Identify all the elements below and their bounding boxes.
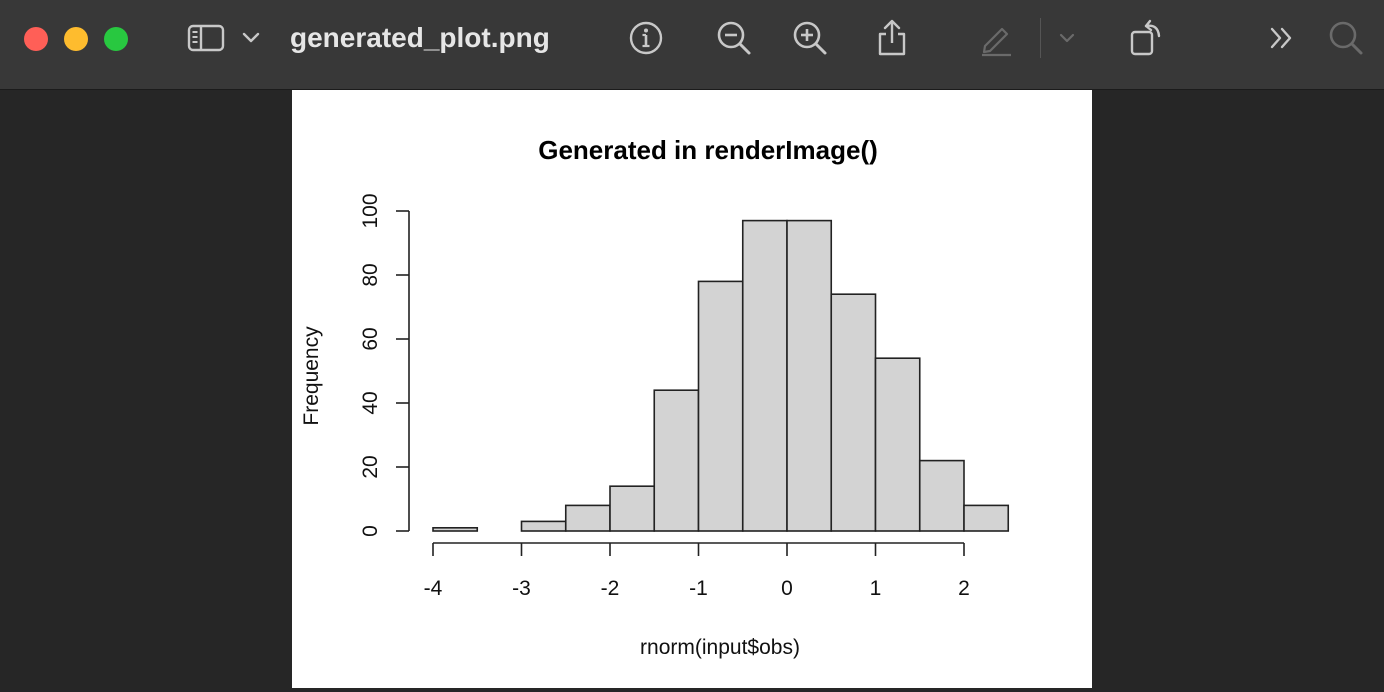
more-icon [1270,27,1292,49]
y-tick-label: 100 [359,193,382,228]
markup-options-button[interactable] [1056,18,1078,58]
y-tick-label: 80 [359,263,382,286]
markup-icon [982,27,1011,57]
share-icon [878,19,906,56]
minimize-window-button[interactable] [64,27,88,51]
search-icon [1329,21,1363,55]
chart-title: Generated in renderImage() [538,135,878,165]
x-tick-label: 2 [958,577,970,600]
histogram-bar [653,389,700,532]
rotate-icon [1130,19,1161,56]
histogram-bar [564,504,611,532]
more-tools-button[interactable] [1264,18,1300,58]
markup-button[interactable] [976,18,1016,58]
title-bar: generated_plot.png [0,0,1384,90]
zoom-in-button[interactable] [790,18,830,58]
sidebar-icon [187,24,225,52]
histogram-bar [830,293,877,532]
x-tick-label: 1 [870,577,882,600]
x-tick-label: -2 [601,577,620,600]
x-axis-label: rnorm(input$obs) [640,636,800,659]
share-button[interactable] [872,18,912,58]
chevron-down-icon [1059,33,1075,43]
histogram-bar [786,219,833,532]
histogram-bar [963,504,1010,532]
sidebar-toggle-button[interactable] [184,18,228,58]
x-tick-label: -1 [689,577,708,600]
histogram-bar [609,485,656,532]
x-tick-label: -4 [424,577,443,600]
y-tick-label: 60 [359,327,382,350]
image-page: Generated in renderImage() 0 20 40 60 80 100 … [292,90,1092,688]
histogram-bar [741,219,788,532]
chevron-down-icon [242,32,260,43]
histogram-chart: Generated in renderImage() 020406080100 … [300,135,1010,659]
info-button[interactable] [626,18,666,58]
close-window-button[interactable] [24,27,48,51]
y-axis: 0 20 40 60 80 100 [359,193,410,537]
view-options-button[interactable] [240,18,262,58]
zoom-out-icon [717,21,751,55]
x-tick-label: -3 [512,577,531,600]
document-viewport[interactable]: Generated in renderImage() 0 20 40 60 80 100 … [0,90,1384,692]
document-title: generated_plot.png [290,22,550,53]
bars-group [432,219,1010,532]
x-axis: -4 -3 -2 -1 0 1 2 [424,542,970,600]
toolbar-divider [1040,18,1041,58]
zoom-in-icon [793,21,827,55]
y-tick-label: 0 [359,525,382,537]
histogram-bar [874,357,921,532]
info-icon [629,21,663,55]
zoom-out-button[interactable] [714,18,754,58]
y-tick-label: 40 [359,391,382,414]
y-tick-label: 20 [359,455,382,478]
histogram-bar [697,280,744,532]
search-button[interactable] [1326,18,1366,58]
histogram-bar [432,526,479,532]
rotate-button[interactable] [1126,18,1166,58]
y-axis-label: Frequency [300,326,323,426]
x-tick-label: 0 [781,577,793,600]
histogram-bar [918,459,965,532]
zoom-window-button[interactable] [104,27,128,51]
histogram-bar [520,520,567,532]
